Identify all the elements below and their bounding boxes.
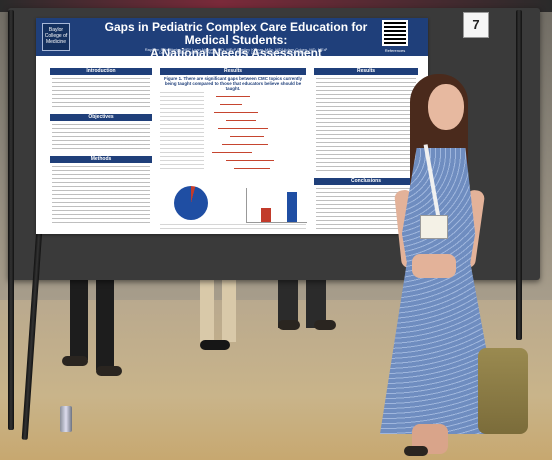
poster-title-line1: Gaps in Pediatric Complex Care Education…	[104, 20, 368, 47]
poster-header	[36, 18, 428, 56]
presenter-shoe	[404, 446, 428, 456]
section-heading-introduction: Introduction	[50, 68, 152, 75]
background-person-shoe	[200, 340, 230, 350]
poster-logo: Baylor College of Medicine	[42, 23, 70, 51]
figure3-bar-chart	[246, 188, 307, 223]
figure2-pie-chart	[174, 186, 208, 220]
presenter-name-badge	[420, 215, 448, 239]
background-person-shoe	[314, 320, 336, 330]
presenter-face	[428, 84, 464, 130]
figure1-range-line	[226, 120, 256, 121]
background-person-legs	[278, 270, 298, 328]
background-person-shoe	[278, 320, 300, 330]
background-person-legs	[70, 270, 88, 360]
section-heading-results-right: Results	[314, 68, 418, 75]
figure1-range-line	[234, 168, 270, 169]
section-heading-conclusions: Conclusions	[314, 178, 418, 185]
background-person-legs	[306, 270, 326, 328]
figure1-range-line	[216, 96, 250, 97]
board-pole-left	[8, 10, 14, 430]
poster-affiliation: Dept. of Pediatrics, Division of Pediatr…	[159, 51, 313, 55]
figure1-row-labels	[160, 92, 204, 172]
qr-code	[382, 20, 408, 46]
background-person-shoe	[96, 366, 122, 376]
handbag	[478, 348, 528, 434]
board-number-sign: 7	[463, 12, 489, 38]
pie-chart-disk	[174, 186, 208, 220]
background-person-legs	[96, 270, 114, 370]
figure1-range-line	[220, 104, 242, 105]
figure1-range-line	[214, 112, 258, 113]
figure1-range-line	[218, 128, 268, 129]
presenter-hands	[412, 254, 456, 278]
figure1-range-line	[212, 152, 252, 153]
background-person-legs	[222, 272, 236, 342]
background-person-shoe	[62, 356, 88, 366]
figure1-title: Figure 1. There are significant gaps bet…	[163, 76, 303, 91]
figure1-range-line	[222, 144, 268, 145]
figure1-dumbbell-chart	[160, 90, 306, 174]
results-text	[316, 78, 416, 174]
section-heading-objectives: Objectives	[50, 114, 152, 121]
methods-text	[52, 166, 150, 226]
figure1-range-line	[226, 160, 274, 161]
introduction-text	[52, 78, 150, 108]
research-poster: Baylor College of Medicine Gaps in Pedia…	[36, 18, 428, 234]
poster-title: Gaps in Pediatric Complex Care Education…	[86, 21, 386, 60]
soda-can	[60, 406, 72, 432]
bar-blue	[287, 192, 297, 222]
section-heading-results-center: Results	[160, 68, 306, 75]
figure-captions	[160, 224, 306, 232]
background-person-legs	[200, 272, 214, 342]
poster-title-line2: A National Needs Assessment	[150, 46, 322, 60]
qr-code-label: References	[384, 48, 406, 53]
section-heading-methods: Methods	[50, 156, 152, 163]
objectives-text	[52, 124, 150, 152]
board-pole-right	[516, 10, 522, 340]
bar-red	[261, 208, 271, 222]
figure1-range-line	[230, 136, 264, 137]
poster-authors: Rayleen Schultheiss, MD¹ Loan Nguyen, MD…	[144, 47, 328, 52]
